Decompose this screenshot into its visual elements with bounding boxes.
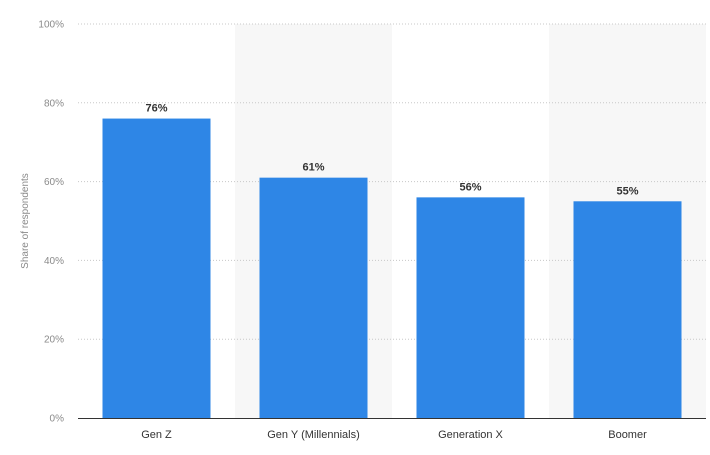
data-label-0: 76% — [145, 103, 167, 115]
bars — [102, 118, 682, 418]
y-tick-label-0: 0% — [50, 414, 65, 425]
data-labels: 76% 61% 56% 55% — [145, 103, 638, 198]
bar-2 — [416, 197, 525, 418]
x-tick-label-1: Gen Y (Millennials) — [267, 429, 360, 441]
y-tick-label-100: 100% — [38, 20, 64, 31]
bar-0 — [102, 118, 211, 418]
data-label-1: 61% — [302, 162, 324, 174]
bar-1 — [259, 177, 368, 418]
y-tick-label-80: 80% — [44, 98, 64, 109]
y-tick-label-40: 40% — [44, 256, 64, 267]
y-axis-title: Share of respondents — [20, 173, 31, 269]
bar-3 — [573, 201, 682, 418]
data-label-3: 55% — [616, 185, 638, 197]
x-tick-label-2: Generation X — [438, 429, 503, 441]
y-axis-ticks: 0% 20% 40% 60% 80% 100% — [38, 20, 64, 425]
x-tick-label-0: Gen Z — [141, 429, 172, 441]
y-tick-label-20: 20% — [44, 335, 64, 346]
x-tick-label-3: Boomer — [608, 429, 647, 441]
y-tick-label-60: 60% — [44, 177, 64, 188]
x-axis-labels: Gen Z Gen Y (Millennials) Generation X Boom… — [141, 429, 647, 441]
data-label-2: 56% — [459, 181, 481, 193]
